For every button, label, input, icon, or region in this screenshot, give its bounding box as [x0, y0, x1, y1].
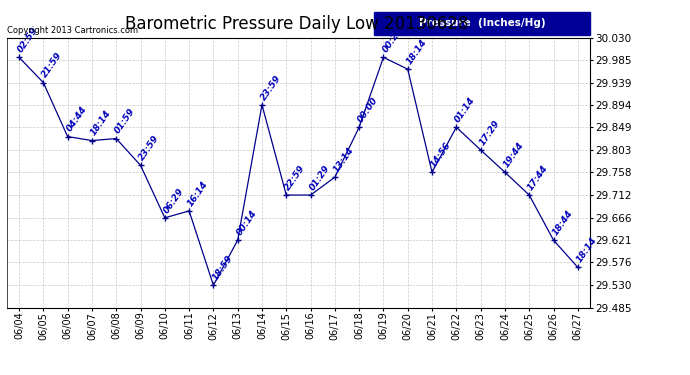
Text: 16:14: 16:14 — [186, 179, 210, 208]
Text: 19:44: 19:44 — [502, 141, 526, 169]
Text: 18:14: 18:14 — [405, 38, 428, 66]
Text: 14:56: 14:56 — [429, 141, 453, 169]
Text: 06:29: 06:29 — [162, 186, 186, 215]
Text: 21:59: 21:59 — [41, 51, 64, 80]
Text: 18:14: 18:14 — [89, 109, 112, 138]
Text: 17:44: 17:44 — [526, 164, 550, 192]
FancyBboxPatch shape — [374, 12, 590, 35]
Text: 04:44: 04:44 — [65, 105, 88, 134]
Text: Copyright 2013 Cartronics.com: Copyright 2013 Cartronics.com — [7, 26, 138, 35]
Text: 23:59: 23:59 — [259, 73, 283, 102]
Text: 00:00: 00:00 — [356, 96, 380, 124]
Text: 00:29: 00:29 — [380, 26, 404, 54]
Text: 01:29: 01:29 — [308, 164, 331, 192]
Text: 22:59: 22:59 — [284, 164, 307, 192]
Text: 00:14: 00:14 — [235, 209, 259, 237]
Text: 02:59: 02:59 — [16, 26, 40, 54]
Text: 17:29: 17:29 — [477, 118, 502, 147]
Text: Pressure  (Inches/Hg): Pressure (Inches/Hg) — [419, 18, 545, 28]
Text: 18:59: 18:59 — [210, 254, 234, 282]
Text: 01:59: 01:59 — [113, 107, 137, 135]
Text: Barometric Pressure Daily Low 20130628: Barometric Pressure Daily Low 20130628 — [125, 15, 469, 33]
Text: 13:14: 13:14 — [332, 146, 356, 174]
Text: 01:14: 01:14 — [453, 96, 477, 124]
Text: 18:14: 18:14 — [575, 236, 599, 264]
Text: 23:59: 23:59 — [137, 134, 161, 162]
Text: 18:44: 18:44 — [551, 209, 574, 237]
